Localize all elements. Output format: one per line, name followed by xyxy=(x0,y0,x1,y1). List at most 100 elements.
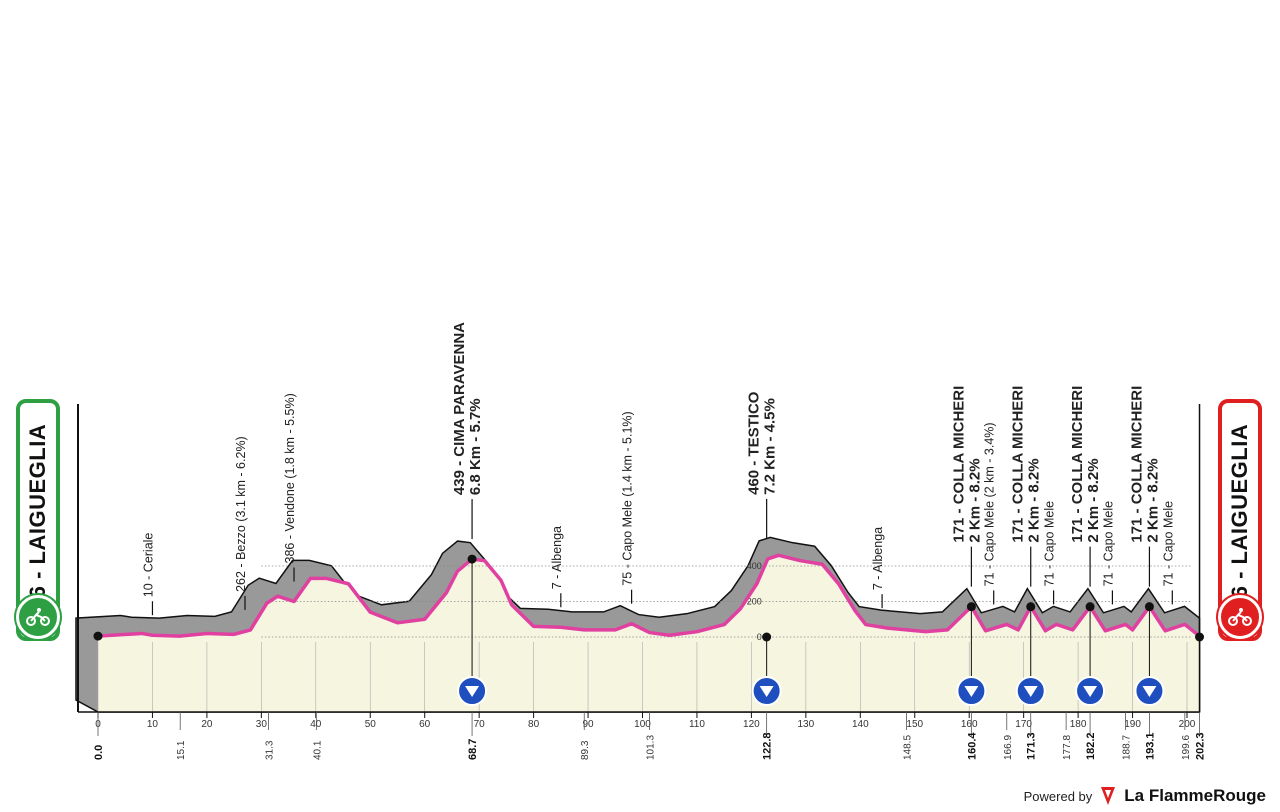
climb-label: 71 - Capo Mele xyxy=(1101,501,1115,587)
distance-tick-label: 180 xyxy=(1070,719,1087,730)
climb-label-line: 7.2 Km - 4.5% xyxy=(762,398,779,495)
climb-label: 386 - Vendone (1.8 km - 5.5%) xyxy=(283,393,297,563)
cyclist-icon xyxy=(16,595,60,639)
climb-label-line: 2 Km - 8.2% xyxy=(1026,458,1043,542)
climb-label-line: 6.8 Km - 5.7% xyxy=(467,398,484,495)
km-label: 89.3 xyxy=(580,740,591,760)
distance-tick-label: 70 xyxy=(474,719,486,730)
climb-label-line: 386 - Vendone (1.8 km - 5.5%) xyxy=(283,393,297,563)
climb-label-line: 7 - Albenga xyxy=(871,527,885,590)
climb-label: 262 - Bezzo (3.1 km - 6.2%) xyxy=(234,436,248,592)
km-label-group: 166.9 xyxy=(1003,735,1014,760)
finish-label: 6 - LAIGUEGLIA xyxy=(1227,423,1252,599)
climb-label: 10 - Ceriale xyxy=(141,533,155,598)
km-label-group: 188.7 xyxy=(1121,735,1132,760)
distance-tick-label: 90 xyxy=(582,719,594,730)
climb-label-line: 2 Km - 8.2% xyxy=(1144,458,1161,542)
km-label: 148.5 xyxy=(903,735,914,760)
distance-tick-label: 20 xyxy=(201,719,213,730)
finish-badge: 6 - LAIGUEGLIA xyxy=(1218,399,1262,641)
km-label: 193.1 xyxy=(1144,732,1156,760)
brand-name: La FlammeRouge xyxy=(1124,786,1266,805)
km-label-group: 193.1 xyxy=(1144,732,1156,760)
climb-label: 171 - COLLA MICHERI 2 Km - 8.2% xyxy=(1010,386,1043,543)
finish-dot xyxy=(1195,632,1205,642)
km-label: 166.9 xyxy=(1003,735,1014,760)
climb-label-line: 71 - Capo Mele xyxy=(1043,501,1057,587)
km-label: 15.1 xyxy=(176,740,187,760)
km-label: 40.1 xyxy=(312,740,323,760)
alt-tick-label: 200 xyxy=(747,597,762,607)
alt-tick-label: 400 xyxy=(747,561,762,571)
profile-line xyxy=(97,553,1201,638)
climb-label: 71 - Capo Mele (2 km - 3.4%) xyxy=(983,422,997,586)
km-label-group: 101.3 xyxy=(646,735,657,760)
km-label-group: 31.3 xyxy=(264,740,275,760)
powered-by-text: Powered by xyxy=(1023,788,1093,804)
km-label-group: 15.1 xyxy=(176,740,187,760)
distance-tick-label: 50 xyxy=(365,719,377,730)
km-label-group: 182.2 xyxy=(1085,732,1097,760)
km-label: 101.3 xyxy=(646,735,657,760)
flamme-rouge-logo-icon xyxy=(1101,787,1116,805)
kom-triangle-icon xyxy=(964,686,979,697)
km-label-group: 199.6 xyxy=(1181,735,1192,760)
climb-label-line: 2 Km - 8.2% xyxy=(966,458,983,542)
climb-label-line: 71 - Capo Mele xyxy=(1101,501,1115,587)
climb-label-line: 171 - COLLA MICHERI xyxy=(1010,386,1027,543)
distance-tick-label: 30 xyxy=(256,719,268,730)
km-label: 182.2 xyxy=(1085,732,1097,760)
km-label-group: 0.0 xyxy=(93,745,105,760)
km-label: 171.3 xyxy=(1026,732,1038,760)
kom-triangle-icon xyxy=(1023,686,1038,697)
climb-label: 71 - Capo Mele xyxy=(1161,501,1175,587)
km-label: 202.3 xyxy=(1195,732,1207,760)
climb-label-line: 10 - Ceriale xyxy=(141,533,155,598)
kom-triangle-icon xyxy=(1083,686,1098,697)
distance-tick-label: 150 xyxy=(906,719,923,730)
distance-tick-label: 60 xyxy=(419,719,431,730)
climb-label: 7 - Albenga xyxy=(550,526,564,589)
distance-tick-label: 80 xyxy=(528,719,540,730)
cyclist-finish-icon xyxy=(1218,595,1262,639)
distance-tick-label: 10 xyxy=(147,719,159,730)
distance-tick-label: 100 xyxy=(634,719,651,730)
distance-tick-label: 110 xyxy=(689,719,705,730)
distance-tick-label: 120 xyxy=(743,719,760,730)
distance-tick-label: 190 xyxy=(1124,719,1141,730)
climb-label-line: 71 - Capo Mele (2 km - 3.4%) xyxy=(983,422,997,586)
climb-label-line: 71 - Capo Mele xyxy=(1161,501,1175,587)
alt-tick-label: 0 xyxy=(757,632,762,642)
km-label-group: 202.3 xyxy=(1195,732,1207,760)
climb-label-line: 439 - CIMA PARAVENNA xyxy=(451,322,468,495)
km-label-group: 171.3 xyxy=(1026,732,1038,760)
climb-label-line: 171 - COLLA MICHERI xyxy=(1128,386,1145,543)
km-label: 68.7 xyxy=(467,739,479,760)
climb-label-line: 171 - COLLA MICHERI xyxy=(1069,386,1086,543)
km-label: 160.4 xyxy=(966,732,978,760)
km-label-group: 160.4 xyxy=(966,732,978,760)
start-dot xyxy=(93,631,103,641)
start-label: 6 - LAIGUEGLIA xyxy=(25,423,50,599)
climb-label: 7 - Albenga xyxy=(871,527,885,590)
km-label-group: 148.5 xyxy=(903,735,914,760)
climb-label-line: 262 - Bezzo (3.1 km - 6.2%) xyxy=(234,436,248,592)
climb-label: 75 - Capo Mele (1.4 km - 5.1%) xyxy=(621,411,635,585)
climb-label-line: 460 - TESTICO xyxy=(746,391,763,495)
km-label: 188.7 xyxy=(1121,735,1132,760)
distance-tick-label: 160 xyxy=(961,719,978,730)
climb-label-line: 7 - Albenga xyxy=(550,526,564,589)
footer: Powered by La FlammeRouge xyxy=(1024,786,1266,806)
km-label: 177.8 xyxy=(1062,735,1073,760)
kom-triangle-icon xyxy=(1142,686,1157,697)
distance-tick-label: 140 xyxy=(852,719,869,730)
climb-label: 171 - COLLA MICHERI 2 Km - 8.2% xyxy=(1128,386,1161,543)
start-badge: 6 - LAIGUEGLIA xyxy=(16,399,60,641)
climb-label-line: 171 - COLLA MICHERI xyxy=(950,386,967,543)
climb-label: 71 - Capo Mele xyxy=(1043,501,1057,587)
distance-tick-label: 130 xyxy=(798,719,815,730)
climb-label-line: 2 Km - 8.2% xyxy=(1085,458,1102,542)
climb-label-line: 75 - Capo Mele (1.4 km - 5.1%) xyxy=(621,411,635,585)
kom-triangle-icon xyxy=(759,686,774,697)
